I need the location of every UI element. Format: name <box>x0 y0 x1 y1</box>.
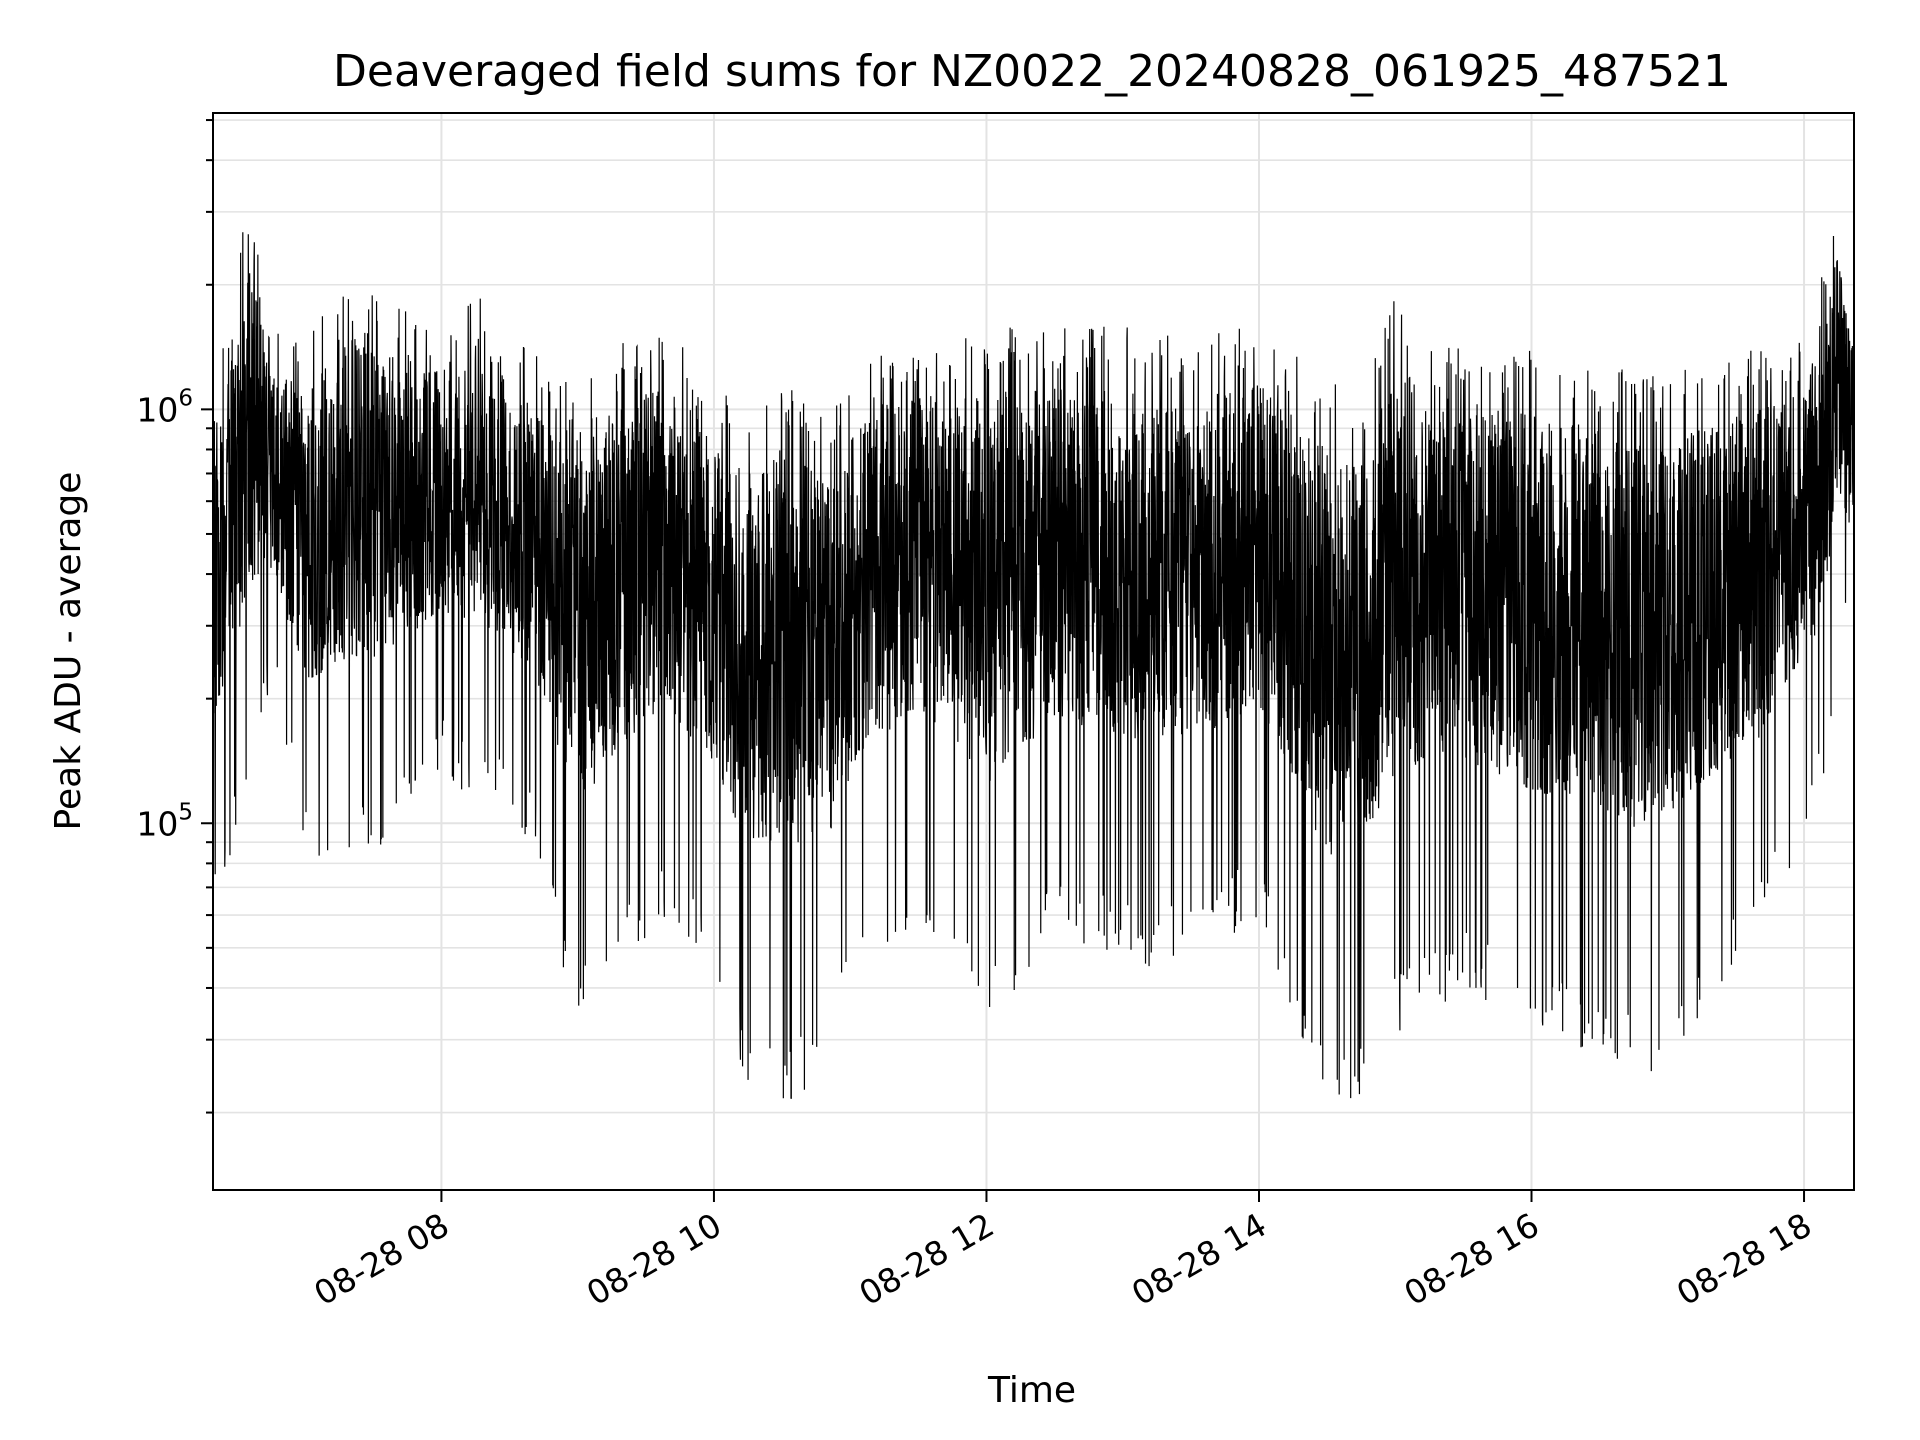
y-tick-label: 105 <box>136 799 193 843</box>
y-axis: 105 106 <box>136 119 213 1114</box>
chart-title: Deaveraged field sums for NZ0022_2024082… <box>333 46 1731 97</box>
x-tick-label: 08-28 08 <box>307 1205 455 1313</box>
y-tick-label: 106 <box>136 385 193 429</box>
x-tick-label: 08-28 18 <box>1670 1205 1818 1313</box>
x-tick-label: 08-28 14 <box>1125 1205 1273 1313</box>
x-axis-label: Time <box>987 1370 1076 1411</box>
x-tick-label: 08-28 16 <box>1398 1205 1546 1313</box>
x-tick-label: 08-28 12 <box>852 1205 1000 1313</box>
series-group <box>212 232 1855 1099</box>
plot-frame <box>212 112 1855 1191</box>
series-line <box>212 232 1855 1099</box>
x-tick-label: 08-28 10 <box>580 1205 728 1313</box>
x-axis: 08-28 08 08-28 10 08-28 12 08-28 14 08-28 16… <box>307 1190 1818 1313</box>
y-axis-label: Peak ADU - average <box>48 472 89 831</box>
